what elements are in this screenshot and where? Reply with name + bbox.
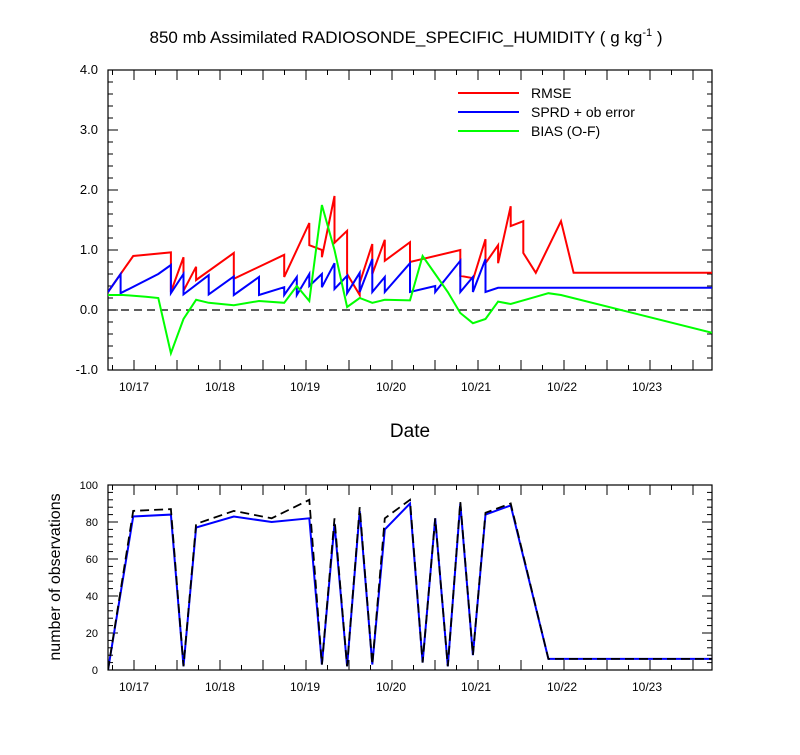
y-tick-label: 20 [86,628,98,640]
y-tick-label: 1.0 [80,242,98,257]
y-tick-label: 40 [86,591,98,603]
y-tick-label: 60 [86,554,98,566]
x-tick-label: 10/17 [119,380,149,394]
x-tick-label: 10/22 [547,680,577,694]
y-tick-label: 0.0 [80,302,98,317]
y-tick-label: 4.0 [80,62,98,77]
plot-frame [107,69,713,371]
x-tick-label: 10/19 [290,680,320,694]
bottom-panel: 10/17 10/18 10/19 10/20 10/21 10/22 10/23 0 20 40… [47,480,713,694]
chart-title: 850 mb Assimilated RADIOSONDE_SPECIFIC_H… [150,27,663,47]
y-tick-label: 80 [86,517,98,529]
y-tick-label: -1.0 [76,362,98,377]
chart-title-exponent: -1 [642,27,652,39]
x-tick-label: 10/20 [376,380,406,394]
y-tick-label: 100 [80,480,98,492]
plot-frame [107,484,713,671]
x-tick-label: 10/18 [205,380,235,394]
x-tick-label: 10/17 [119,680,149,694]
y-axis-label: number of observations [47,493,64,660]
x-axis-label: Date [390,421,430,442]
x-tick-label: 10/18 [205,680,235,694]
x-tick-label: 10/22 [547,380,577,394]
y-tick-label: 2.0 [80,182,98,197]
top-panel: 10/17 10/18 10/19 10/20 10/21 10/22 10/23 -1.0 0… [76,27,713,442]
x-tick-label: 10/19 [290,380,320,394]
x-tick-label: 10/23 [632,380,662,394]
y-tick-label: 0 [92,665,98,677]
series-line-possible [108,498,712,670]
chart-title-text: 850 mb Assimilated RADIOSONDE_SPECIFIC_H… [150,28,643,47]
x-tick-label: 10/20 [376,680,406,694]
chart-title-end: ) [652,28,662,47]
series-line-sprd-ob-error [108,257,712,299]
series-line-assimilated [108,501,712,670]
x-tick-label: 10/21 [461,680,491,694]
legend-label: BIAS (O-F) [531,123,600,139]
x-tick-label: 10/21 [461,380,491,394]
legend-label: SPRD + ob error [531,104,635,120]
series-line-bias-o-f [108,204,712,357]
x-tick-label: 10/23 [632,680,662,694]
y-tick-label: 3.0 [80,122,98,137]
legend-label: RMSE [531,85,571,101]
